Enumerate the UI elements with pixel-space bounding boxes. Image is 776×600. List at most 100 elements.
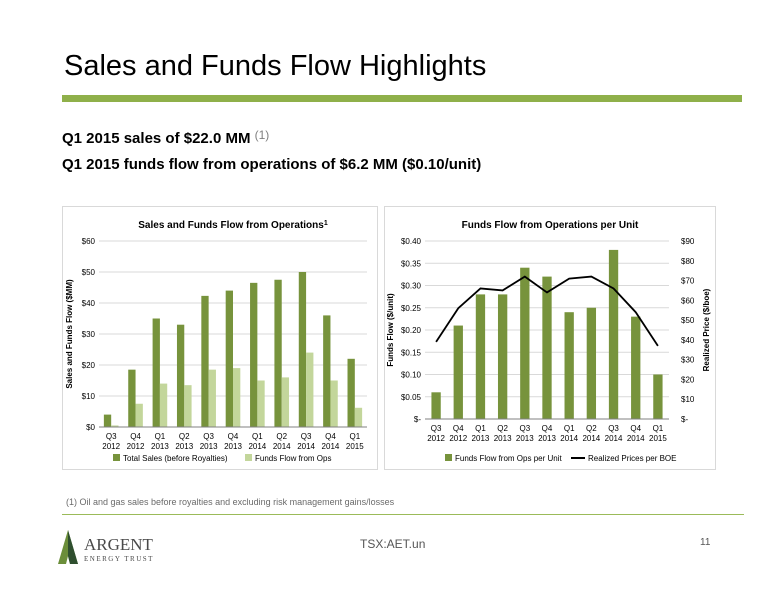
y-tick-label: $10 bbox=[82, 392, 96, 401]
x-tick-label: Q3 bbox=[203, 432, 214, 441]
sales-funds-chart-frame: Sales and Funds Flow from Operations1 $0 $… bbox=[62, 206, 378, 470]
bar bbox=[323, 315, 331, 427]
x-tick-label: 2013 bbox=[538, 434, 556, 443]
sales-highlight-text: Q1 2015 sales of $22.0 MM bbox=[62, 130, 251, 147]
y2-tick-label: $20 bbox=[681, 375, 695, 384]
title-underline-bar bbox=[62, 95, 742, 102]
x-tick-label: Q1 bbox=[155, 432, 166, 441]
bar bbox=[564, 312, 574, 419]
bar bbox=[103, 414, 112, 427]
y-tick-label: $40 bbox=[82, 299, 96, 308]
x-tick-label: Q3 bbox=[519, 424, 530, 433]
argent-logo: ARGENT ENERGY TRUST bbox=[56, 526, 186, 568]
bar bbox=[631, 316, 641, 419]
bar bbox=[431, 392, 441, 419]
sales-highlight: Q1 2015 sales of $22.0 MM (1) bbox=[62, 128, 269, 147]
bar bbox=[347, 358, 355, 427]
argent-logo-mark: ARGENT ENERGY TRUST bbox=[58, 530, 154, 564]
bar bbox=[128, 369, 136, 427]
legend-swatch bbox=[445, 454, 452, 461]
page-number: 11 bbox=[700, 537, 711, 548]
footer-divider bbox=[62, 514, 744, 515]
x-tick-label: 2012 bbox=[127, 442, 145, 451]
x-tick-label: 2012 bbox=[427, 434, 445, 443]
x-tick-label: 2014 bbox=[582, 434, 600, 443]
bar bbox=[233, 368, 241, 427]
footnote-ref: (1) bbox=[254, 128, 270, 142]
line-series bbox=[435, 275, 659, 347]
x-tick-label: 2012 bbox=[449, 434, 467, 443]
y-axis-label: Sales and Funds Flow ($MM) bbox=[65, 279, 74, 389]
bar bbox=[542, 276, 552, 419]
x-tick-label: 2014 bbox=[297, 442, 315, 451]
x-tick-label: Q2 bbox=[497, 424, 508, 433]
y2-tick-label: $50 bbox=[681, 316, 695, 325]
y2-tick-label: $70 bbox=[681, 277, 695, 286]
x-tick-label: Q2 bbox=[586, 424, 597, 433]
y2-tick-label: $10 bbox=[681, 395, 695, 404]
bar bbox=[257, 380, 265, 427]
x-tick-label: Q4 bbox=[453, 424, 464, 433]
x-tick-label: Q1 bbox=[564, 424, 575, 433]
legend-label: Funds Flow from Ops per Unit bbox=[455, 454, 562, 463]
x-tick-label: Q1 bbox=[349, 432, 360, 441]
bar bbox=[475, 294, 486, 419]
y-tick-label: $50 bbox=[82, 268, 96, 277]
legend-label: Funds Flow from Ops bbox=[255, 454, 331, 463]
y-tick-label: $- bbox=[414, 415, 421, 424]
y-axis-label: Funds Flow ($/unit) bbox=[386, 293, 395, 367]
y-tick-label: $0.35 bbox=[401, 259, 422, 268]
x-tick-label: 2014 bbox=[627, 434, 645, 443]
x-tick-label: 2014 bbox=[560, 434, 578, 443]
x-tick-label: Q1 bbox=[475, 424, 486, 433]
x-tick-label: 2013 bbox=[472, 434, 490, 443]
x-tick-label: 2013 bbox=[175, 442, 193, 451]
legend-label: Total Sales (before Royalties) bbox=[123, 454, 228, 463]
x-tick-label: 2014 bbox=[605, 434, 623, 443]
legend-label: Realized Prices per BOE bbox=[588, 454, 676, 463]
funds-per-unit-chart-frame: Funds Flow from Operations per Unit $- $0.… bbox=[384, 206, 716, 470]
bar bbox=[354, 407, 363, 427]
footnote: (1) Oil and gas sales before royalties a… bbox=[66, 497, 395, 507]
x-tick-label: Q3 bbox=[106, 432, 117, 441]
y-tick-label: $30 bbox=[82, 330, 96, 339]
y-tick-label: $60 bbox=[82, 237, 96, 246]
x-tick-label: 2013 bbox=[494, 434, 512, 443]
x-tick-label: Q2 bbox=[179, 432, 190, 441]
y2-tick-label: $90 bbox=[681, 237, 695, 246]
y-tick-label: $0.20 bbox=[401, 326, 422, 335]
x-tick-label: Q1 bbox=[252, 432, 263, 441]
bar bbox=[306, 352, 314, 427]
slide-title: Sales and Funds Flow Highlights bbox=[64, 50, 487, 82]
y2-tick-label: $60 bbox=[681, 296, 695, 305]
bar bbox=[330, 380, 338, 427]
y-tick-label: $0.15 bbox=[401, 348, 422, 357]
y-tick-label: $0.05 bbox=[401, 393, 422, 402]
bar bbox=[298, 272, 307, 427]
x-tick-label: 2015 bbox=[649, 434, 667, 443]
x-tick-label: Q4 bbox=[130, 432, 141, 441]
bar bbox=[250, 282, 258, 427]
x-tick-label: Q4 bbox=[228, 432, 239, 441]
bar bbox=[274, 279, 282, 427]
bar bbox=[135, 403, 143, 427]
x-tick-label: 2013 bbox=[224, 442, 242, 451]
y-tick-label: $0.40 bbox=[401, 237, 422, 246]
y-tick-label: $20 bbox=[82, 361, 96, 370]
legend-swatch bbox=[113, 454, 120, 461]
y2-tick-label: $30 bbox=[681, 356, 695, 365]
funds-per-unit-chart: Funds Flow from Operations per Unit $- $0.… bbox=[386, 220, 711, 463]
logo-sub-text: ENERGY TRUST bbox=[84, 555, 154, 563]
y-tick-label: $0 bbox=[86, 423, 95, 432]
x-tick-label: Q3 bbox=[431, 424, 442, 433]
bar bbox=[159, 383, 168, 427]
x-tick-label: 2014 bbox=[273, 442, 291, 451]
x-tick-label: Q3 bbox=[608, 424, 619, 433]
bar bbox=[520, 267, 530, 419]
chart-title-footnote: 1 bbox=[324, 220, 328, 227]
bar bbox=[152, 318, 160, 427]
x-tick-label: 2014 bbox=[322, 442, 340, 451]
bar bbox=[184, 385, 192, 427]
y-tick-label: $0.30 bbox=[401, 282, 422, 291]
sales-funds-chart: Sales and Funds Flow from Operations1 $0 $… bbox=[65, 220, 367, 463]
